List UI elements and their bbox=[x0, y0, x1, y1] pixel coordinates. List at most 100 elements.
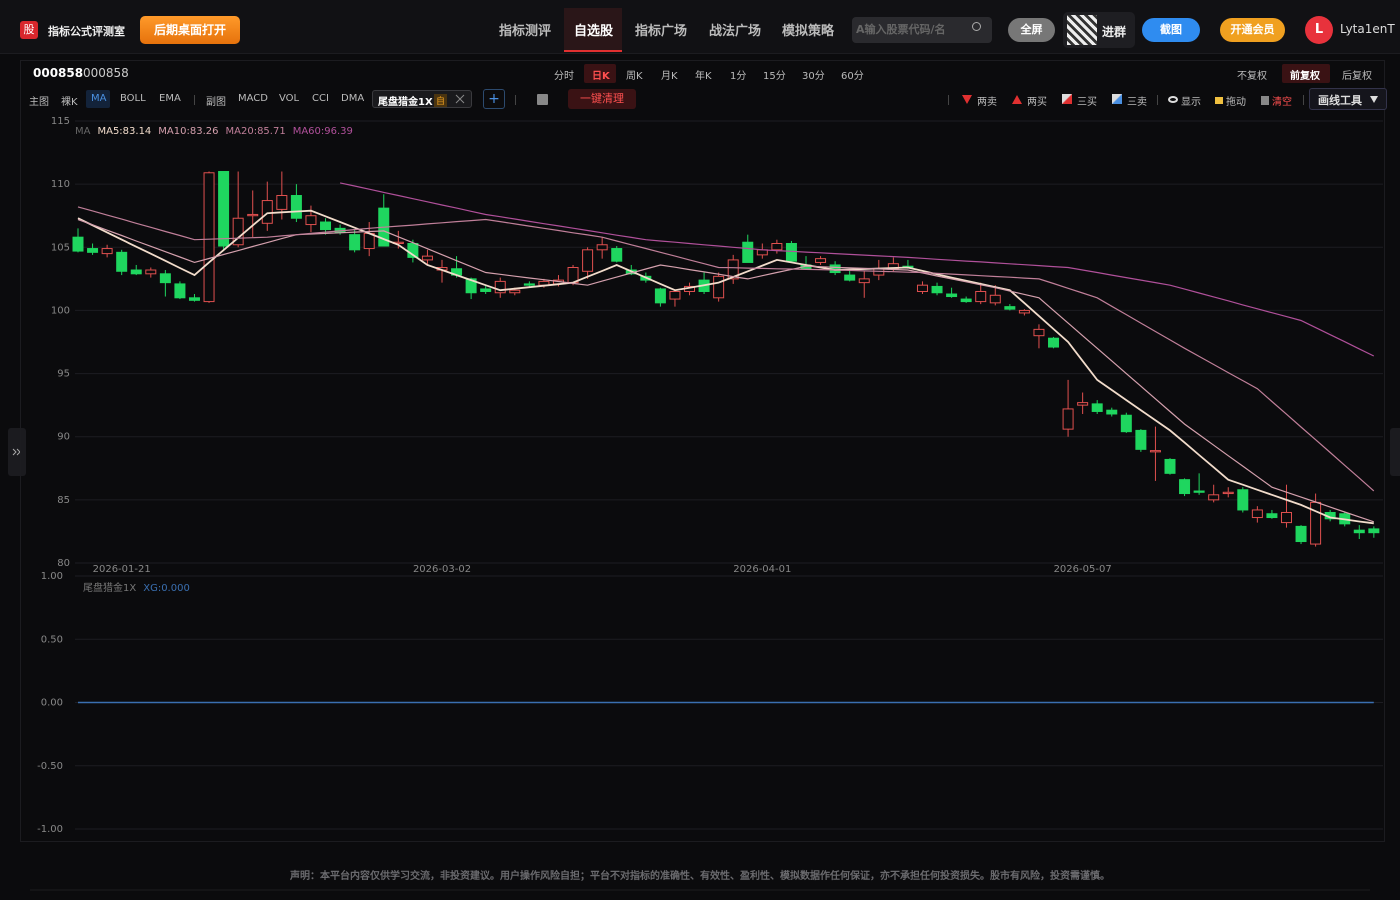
custom-tag-text: 尾盘猎金1X bbox=[378, 97, 433, 108]
y-tick-label: 90 bbox=[57, 432, 70, 443]
candle-body bbox=[305, 215, 317, 226]
candle-body bbox=[975, 290, 987, 303]
search-input[interactable]: A输入股票代码/名 bbox=[852, 17, 992, 43]
sub-indicator[interactable]: CCI bbox=[312, 93, 329, 104]
nav-item[interactable]: 指标广场 bbox=[635, 24, 688, 39]
site-title: 指标公式评测室 bbox=[48, 25, 125, 38]
nav-item[interactable]: 模拟策略 bbox=[782, 24, 835, 39]
candle-body bbox=[727, 259, 739, 280]
candle-body bbox=[261, 200, 273, 224]
adjust-active-bg bbox=[1282, 64, 1330, 83]
candle-body bbox=[247, 213, 259, 217]
candle-body bbox=[916, 284, 928, 292]
sub-indicator[interactable]: MACD bbox=[238, 93, 268, 104]
candle-body bbox=[1266, 513, 1278, 519]
collapse-left[interactable] bbox=[8, 428, 26, 476]
clear-all-button[interactable]: 一键清理 bbox=[568, 89, 636, 109]
period-tab[interactable]: 1分 bbox=[730, 71, 747, 82]
legend-entry: XG:0.000 bbox=[143, 583, 190, 594]
candle-body bbox=[232, 217, 244, 246]
adjust-tab[interactable]: 后复权 bbox=[1342, 71, 1372, 82]
period-tab[interactable]: 日K bbox=[592, 71, 610, 82]
divider bbox=[1157, 95, 1158, 105]
candle-body bbox=[654, 288, 666, 304]
sub-label: 副图 bbox=[206, 97, 226, 108]
sub-indicator[interactable]: DMA bbox=[341, 93, 365, 104]
collapse-right[interactable] bbox=[1390, 428, 1400, 476]
join-group[interactable]: 进群 bbox=[1102, 25, 1127, 39]
candle-body bbox=[1062, 408, 1074, 430]
tool-button[interactable]: 三卖 bbox=[1127, 97, 1147, 108]
ma-active-bg bbox=[86, 90, 110, 108]
tag-close[interactable] bbox=[455, 94, 465, 104]
nav-item[interactable]: 指标测评 bbox=[499, 24, 552, 39]
fullscreen-button[interactable]: 全屏 bbox=[1008, 18, 1055, 42]
candle-body bbox=[276, 195, 288, 210]
period-tab[interactable]: 周K bbox=[626, 71, 643, 82]
series-line bbox=[77, 209, 1374, 525]
tool-button[interactable]: 清空 bbox=[1272, 97, 1292, 108]
candle-body bbox=[101, 248, 113, 255]
logo: 股 bbox=[20, 21, 38, 39]
draw-tool-text: 画线工具 bbox=[1318, 94, 1362, 107]
candle-body bbox=[1077, 402, 1089, 406]
candle-body bbox=[1208, 494, 1220, 501]
period-tab[interactable]: 15分 bbox=[763, 71, 786, 82]
candle-body bbox=[1251, 509, 1263, 519]
main-indicator[interactable]: 裸K bbox=[61, 97, 78, 108]
main-indicator[interactable]: BOLL bbox=[120, 93, 146, 104]
eye-icon bbox=[1168, 96, 1178, 103]
x-tick-label: 2026-03-02 bbox=[413, 564, 471, 575]
draw-tool-button[interactable] bbox=[1309, 88, 1387, 110]
candle-body bbox=[771, 242, 783, 251]
sub-indicator[interactable]: VOL bbox=[279, 93, 300, 104]
tool-button[interactable]: 显示 bbox=[1181, 97, 1201, 108]
screenshot-button[interactable]: 截图 bbox=[1142, 18, 1200, 42]
adjust-tab[interactable]: 不复权 bbox=[1237, 71, 1267, 82]
avatar[interactable]: L bbox=[1305, 16, 1333, 44]
nav-item[interactable]: 自选股 bbox=[574, 24, 614, 39]
legend-title: MA bbox=[75, 126, 91, 137]
candle-body bbox=[509, 289, 521, 294]
main-indicator[interactable]: EMA bbox=[159, 93, 181, 104]
main-indicator[interactable]: MA bbox=[91, 93, 107, 104]
period-tab[interactable]: 年K bbox=[695, 71, 712, 82]
period-tab[interactable]: 30分 bbox=[802, 71, 825, 82]
candle-body bbox=[1295, 525, 1307, 543]
candle-body bbox=[1193, 490, 1205, 493]
candle-body bbox=[203, 172, 215, 303]
candle-body bbox=[145, 269, 157, 275]
candle-body bbox=[87, 248, 99, 253]
candle-body bbox=[1106, 409, 1118, 415]
tool-button[interactable]: 两买 bbox=[1027, 97, 1047, 108]
user-name[interactable]: Lyta1enT bbox=[1340, 22, 1395, 36]
tool-button[interactable]: 三买 bbox=[1077, 97, 1097, 108]
period-tab[interactable]: 分时 bbox=[554, 71, 574, 82]
add-button[interactable]: + bbox=[483, 89, 505, 109]
vip-button[interactable]: 开通会员 bbox=[1220, 18, 1285, 42]
y-tick-label: 0.00 bbox=[41, 698, 63, 709]
period-tab[interactable]: 60分 bbox=[841, 71, 864, 82]
candle-body bbox=[1353, 529, 1365, 534]
period-tab[interactable]: 月K bbox=[661, 71, 678, 82]
candle-body bbox=[1237, 489, 1249, 511]
lock-icon bbox=[1215, 97, 1223, 104]
main-label: 主图 bbox=[29, 97, 49, 108]
candle-body bbox=[494, 280, 506, 294]
tool-button[interactable]: 拖动 bbox=[1226, 97, 1246, 108]
y-tick-label: 110 bbox=[51, 179, 70, 190]
save-icon[interactable] bbox=[537, 94, 548, 105]
adjust-tab[interactable]: 前复权 bbox=[1290, 71, 1320, 82]
candle-body bbox=[290, 195, 302, 219]
buy3-icon bbox=[1062, 94, 1072, 104]
nav-item[interactable]: 战法广场 bbox=[709, 24, 762, 39]
candle-body bbox=[72, 236, 84, 252]
tool-button[interactable]: 两卖 bbox=[977, 97, 997, 108]
candle-body bbox=[1120, 414, 1132, 433]
candle-body bbox=[844, 274, 856, 281]
legend-entry: MA5:83.14 bbox=[97, 126, 151, 137]
open-desktop-button[interactable]: 后期桌面打开 bbox=[140, 16, 240, 44]
